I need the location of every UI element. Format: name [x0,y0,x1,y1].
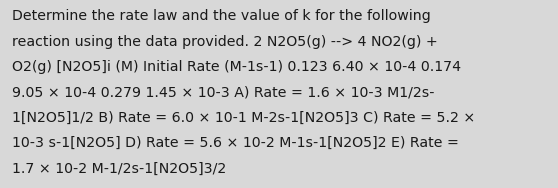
Text: 1[N2O5]1/2 B) Rate = 6.0 × 10-1 M-2s-1[N2O5]3 C) Rate = 5.2 ×: 1[N2O5]1/2 B) Rate = 6.0 × 10-1 M-2s-1[N… [12,111,475,125]
Text: O2(g) [N2O5]i (M) Initial Rate (M-1s-1) 0.123 6.40 × 10-4 0.174: O2(g) [N2O5]i (M) Initial Rate (M-1s-1) … [12,60,461,74]
Text: Determine the rate law and the value of k for the following: Determine the rate law and the value of … [12,9,431,23]
Text: 10-3 s-1[N2O5] D) Rate = 5.6 × 10-2 M-1s-1[N2O5]2 E) Rate =: 10-3 s-1[N2O5] D) Rate = 5.6 × 10-2 M-1s… [12,136,459,150]
Text: 1.7 × 10-2 M-1/2s-1[N2O5]3/2: 1.7 × 10-2 M-1/2s-1[N2O5]3/2 [12,162,227,176]
Text: reaction using the data provided. 2 N2O5(g) --> 4 NO2(g) +: reaction using the data provided. 2 N2O5… [12,35,438,49]
Text: 9.05 × 10-4 0.279 1.45 × 10-3 A) Rate = 1.6 × 10-3 M1/2s-: 9.05 × 10-4 0.279 1.45 × 10-3 A) Rate = … [12,86,435,99]
